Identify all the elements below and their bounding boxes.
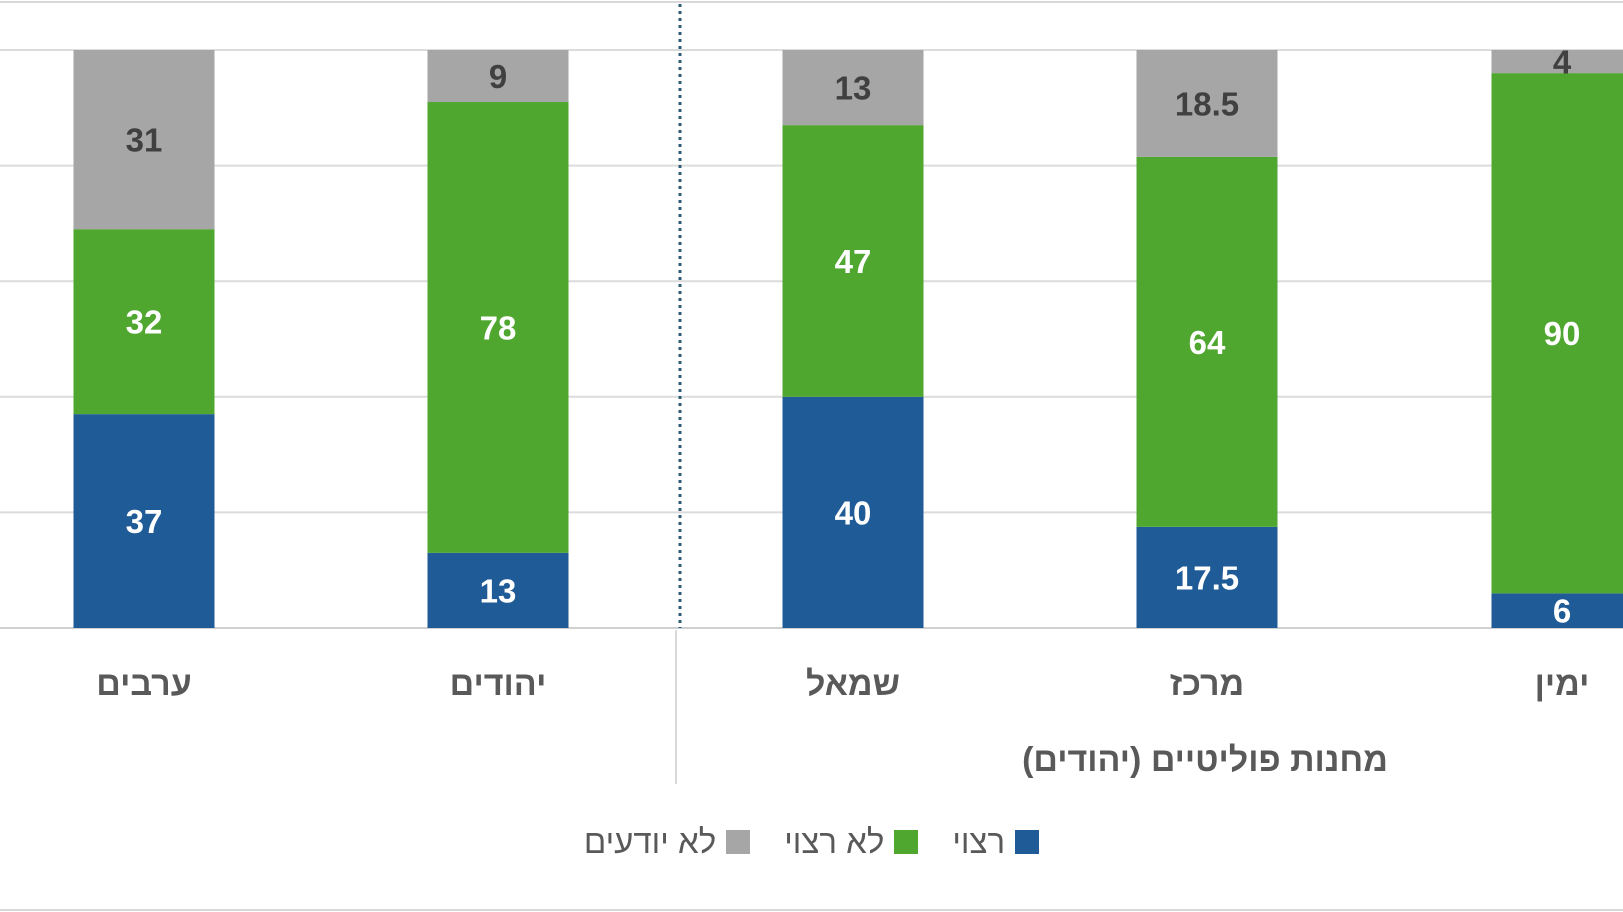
legend-item: לא יודעים — [583, 823, 751, 861]
bar-segment — [73, 229, 215, 415]
data-label: 13 — [835, 70, 872, 107]
data-label: 9 — [489, 58, 507, 95]
bar-segment — [1491, 50, 1623, 74]
bar-segment — [782, 50, 924, 126]
bar-segment — [427, 102, 569, 553]
data-label: 18.5 — [1175, 85, 1239, 122]
separators — [675, 4, 682, 784]
legend-label: לא רצוי — [784, 823, 885, 860]
legend-swatch — [894, 830, 919, 854]
bar-segment — [1491, 73, 1623, 594]
legend-swatch — [1015, 830, 1040, 854]
bar-segment — [782, 396, 924, 628]
data-label: 32 — [126, 304, 163, 341]
data-label: 6 — [1553, 593, 1571, 630]
data-label: 4 — [1553, 44, 1572, 81]
data-label: 90 — [1544, 315, 1581, 352]
data-label: 47 — [835, 243, 872, 280]
category-label: ערבים — [96, 665, 191, 703]
legend-label: רצוי — [952, 823, 1006, 860]
category-labels: ערבים יהודים שמאל מרכז ימין — [96, 665, 1589, 703]
data-label: 31 — [126, 122, 163, 159]
data-label: 17.5 — [1175, 559, 1239, 596]
bar-segment — [1136, 156, 1278, 527]
data-label: 40 — [835, 494, 872, 531]
data-label: 13 — [480, 572, 517, 609]
legend-item: לא רצוי — [784, 823, 919, 861]
data-label: 64 — [1189, 324, 1226, 361]
bar-segment — [1491, 593, 1623, 628]
bar-segment — [427, 50, 569, 103]
bars: 37 32 31 13 78 9 40 47 13 17.5 64 18.5 6 90 4 — [73, 44, 1623, 630]
bar-segment — [427, 552, 569, 628]
legend-swatch — [726, 830, 751, 854]
data-label: 37 — [126, 503, 163, 540]
category-label: ימין — [1535, 665, 1590, 703]
category-label: מרכז — [1170, 665, 1245, 703]
group-label: מחנות פוליטיים (יהודים) — [1022, 741, 1388, 779]
legend: רצוי לא רצוי לא יודעים — [0, 822, 1623, 862]
legend-item: רצוי — [952, 823, 1040, 861]
bar-segment — [782, 125, 924, 397]
category-label: יהודים — [450, 665, 547, 703]
bar-segment — [1136, 526, 1278, 628]
category-label: שמאל — [806, 665, 900, 703]
bar-segment — [73, 414, 215, 628]
bar-segment — [73, 50, 215, 230]
data-label: 78 — [480, 309, 517, 346]
legend-label: לא יודעים — [583, 823, 717, 860]
bar-segment — [1136, 50, 1278, 157]
